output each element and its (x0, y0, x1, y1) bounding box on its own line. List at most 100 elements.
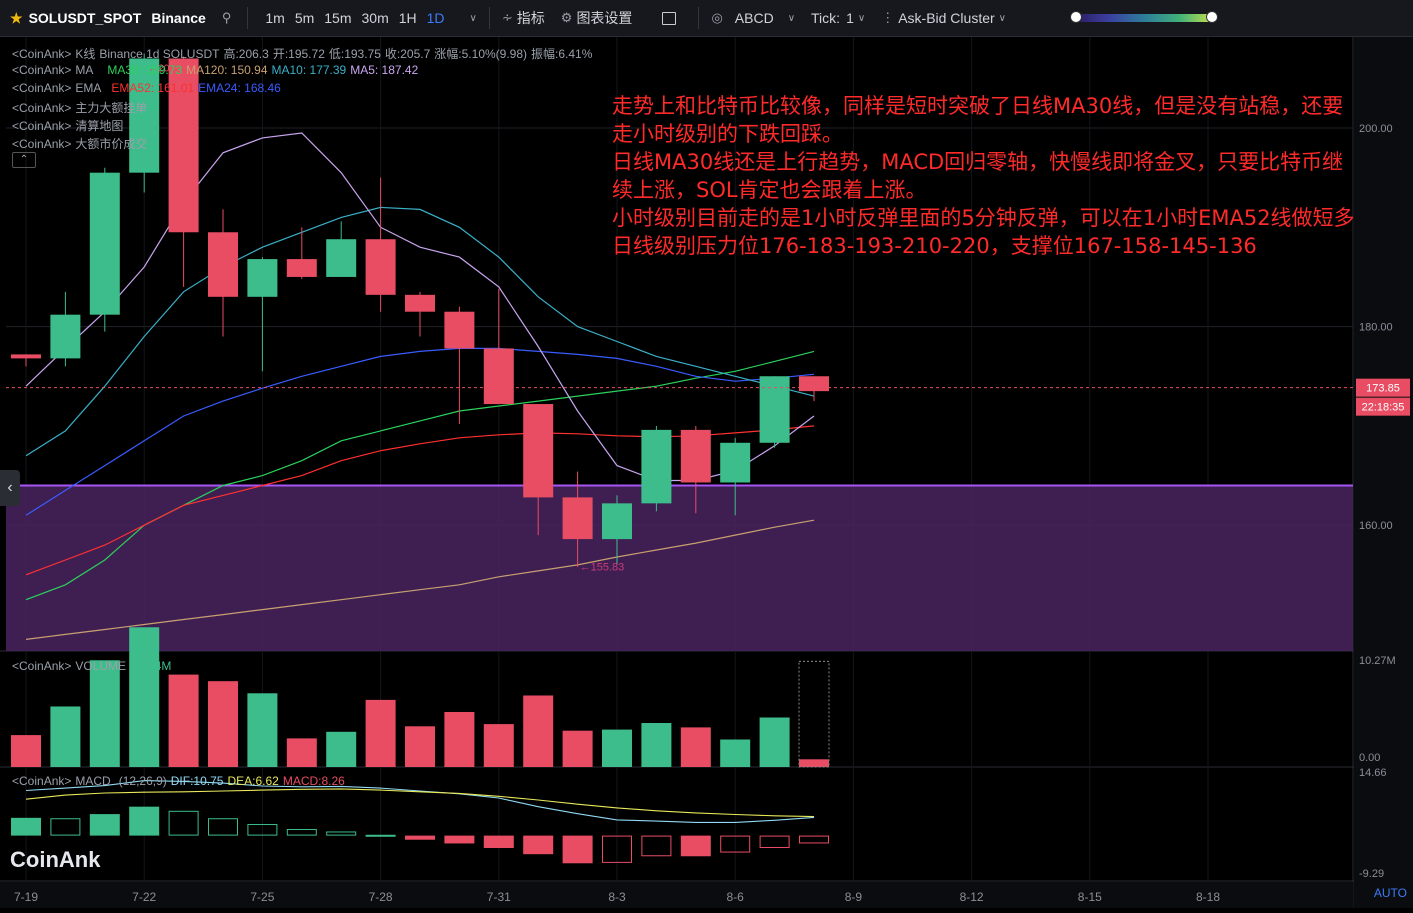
toolbar-divider (698, 7, 700, 29)
candle-body (11, 354, 41, 359)
slider-handle-right[interactable] (1205, 11, 1218, 23)
legend-volume-value: 8.64M (138, 659, 172, 673)
legend-prefix: <CoinAnk> (12, 81, 72, 95)
macd-histogram-bar (89, 814, 120, 836)
heatmap-range-slider[interactable] (1069, 11, 1218, 23)
candle-body (680, 429, 711, 483)
legend-extra2[interactable]: <CoinAnk> 清算地图 (12, 117, 127, 134)
macd-histogram-bar (286, 828, 317, 836)
auto-scale-button[interactable]: AUTO (1373, 886, 1407, 900)
candle-body (208, 232, 238, 297)
volume-bar (680, 727, 711, 767)
volume-bar (602, 729, 632, 767)
low-price-label: ←155.83 (580, 562, 625, 574)
support-band (6, 485, 1353, 651)
exchange-label: Binance (151, 10, 206, 26)
candle-body (89, 172, 120, 315)
macd-histogram-bar (365, 834, 396, 837)
slider-handle-left[interactable] (1069, 11, 1082, 23)
candle-body (326, 239, 357, 277)
macd-dea-line (25, 788, 815, 818)
legend-dif: DIF:10.75 (170, 774, 224, 788)
interval-1m[interactable]: 1m (265, 10, 285, 26)
cluster-icon: ⋮ (881, 10, 895, 25)
volume-bar (11, 735, 41, 767)
interval-dropdown[interactable]: ∨ (458, 0, 485, 36)
chart-area[interactable]: 200.00 180.00 160.00 7-19 7-22 7-25 7-28 7-31 8-… (0, 37, 1413, 909)
legend-extra3[interactable]: <CoinAnk> 大额市价成交 (12, 135, 151, 152)
ema24-line (25, 347, 815, 516)
legend-prefix: <CoinAnk> (12, 774, 72, 788)
macd-histogram-bar (720, 835, 751, 853)
legend-volume: <CoinAnk> VOLUME 8.64M (12, 659, 175, 673)
high-price-label: ←206.30 (148, 63, 189, 74)
time-tick-label: 7-31 (487, 890, 511, 904)
legend-prefix: <CoinAnk> (12, 137, 72, 151)
annotation-line: 日线级别压力位176-183-193-210-220，支撑位167-158-14… (612, 234, 1257, 258)
symbol-label: SOLUSDT_SPOT (28, 10, 142, 26)
legend-collapse-button[interactable]: ⌃ (12, 152, 36, 168)
legend-name: EMA (75, 81, 102, 95)
time-tick-label: 8-6 (727, 890, 745, 904)
candle-body (286, 259, 317, 277)
macd-axis-max: 14.66 (1359, 767, 1387, 779)
legend-ema52: EMA52: 161.01 (111, 81, 195, 95)
legend-extra1[interactable]: <CoinAnk> 主力大额挂单 (12, 99, 151, 116)
legend-name: MACD (75, 774, 111, 788)
macd-histogram-bar (247, 824, 278, 836)
legend-ema24: EMA24: 168.46 (198, 81, 281, 95)
star-icon[interactable]: ★ (10, 9, 23, 26)
legend-kline: <CoinAnk> K线 Binance 1d SOLUSDT 高:206.3 开:19… (12, 45, 596, 62)
interval-1h[interactable]: 1H (398, 10, 417, 26)
macd-histogram-bar (405, 835, 435, 840)
legend-prefix: <CoinAnk> (12, 63, 72, 77)
legend-name: MA (75, 63, 94, 77)
volume-bar (168, 674, 199, 767)
legend-name: 大额市价成交 (75, 137, 148, 151)
fullscreen-button[interactable] (640, 0, 684, 36)
interval-30m[interactable]: 30m (361, 10, 389, 26)
volume-bar (799, 759, 829, 767)
macd-histogram-bar (11, 817, 41, 836)
legend-close: 收:205.7 (384, 47, 431, 61)
candle-body (405, 294, 435, 312)
legend-amp: 振幅:6.41% (531, 47, 593, 61)
drawing-tool-button[interactable]: ◎ ABCD ∨ (703, 0, 803, 36)
chart-settings-label: 图表设置 (576, 10, 633, 26)
volume-bar (247, 693, 278, 767)
candle-body (523, 404, 554, 498)
symbol-selector[interactable]: ★ SOLUSDT_SPOT (0, 0, 149, 36)
tick-selector[interactable]: Tick: 1 ∨ (803, 0, 873, 36)
interval-1d[interactable]: 1D (426, 10, 445, 26)
chevron-down-icon: ∨ (787, 12, 796, 24)
legend-ema: <CoinAnk> EMA EMA52: 161.01 EMA24: 168.46 (12, 81, 285, 95)
chart-settings-button[interactable]: ⚙ 图表设置 (553, 0, 641, 36)
search-button[interactable]: ⚲ (214, 0, 244, 36)
interval-5m[interactable]: 5m (294, 10, 315, 26)
chart-canvas[interactable]: 200.00 180.00 160.00 7-19 7-22 7-25 7-28 7-31 8-… (0, 37, 1413, 909)
time-tick-label: 7-28 (369, 890, 393, 904)
indicators-button[interactable]: ∻ 指标 (494, 0, 553, 36)
volume-bar (365, 699, 396, 767)
volume-bar (444, 711, 475, 767)
time-tick-label: 8-12 (960, 890, 984, 904)
square-icon (662, 11, 677, 25)
interval-15m[interactable]: 15m (324, 10, 352, 26)
legend-prefix: <CoinAnk> (12, 47, 72, 61)
candle-body (602, 503, 632, 540)
time-tick-label: 8-3 (608, 890, 626, 904)
legend-ma120: MA120: 150.94 (186, 63, 268, 77)
legend-macd-value: MACD:8.26 (282, 774, 345, 788)
cluster-label: Ask-Bid Cluster (898, 10, 995, 26)
macd-histogram-bar (680, 835, 711, 857)
volume-bar (483, 724, 514, 767)
scroll-left-button[interactable]: ‹ (0, 470, 20, 506)
candle-body (641, 429, 672, 504)
chevron-down-icon: ∨ (998, 12, 1006, 24)
interval-group: 1m 5m 15m 30m 1H 1D (252, 0, 457, 36)
cluster-selector[interactable]: ⋮ Ask-Bid Cluster ∨ (873, 0, 1014, 36)
legend-name: K线 (75, 47, 96, 61)
legend-ma30: MA30: 159.73 (107, 63, 183, 77)
legend-prefix: <CoinAnk> (12, 119, 72, 133)
price-tick-label: 160.00 (1359, 520, 1393, 532)
